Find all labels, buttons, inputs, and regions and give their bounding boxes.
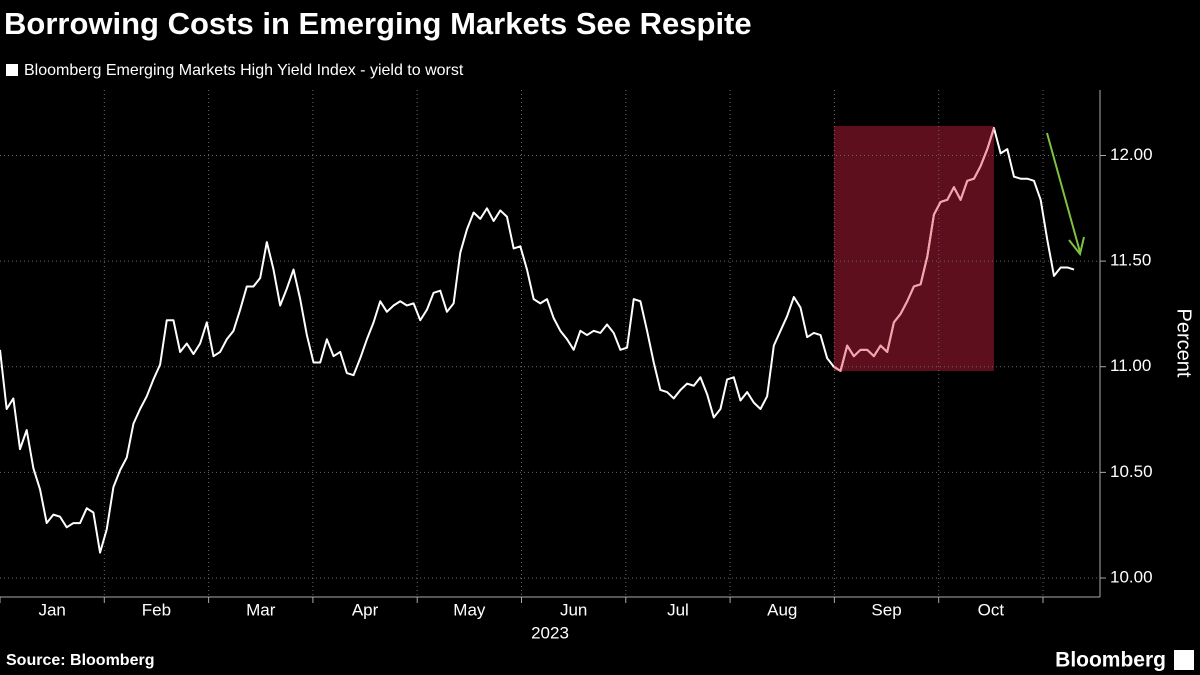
y-tick-label: 10.00 (1110, 567, 1153, 586)
highlight-box (833, 125, 994, 371)
highlight-line (833, 127, 995, 372)
legend-swatch (6, 64, 18, 76)
x-tick-label: Aug (767, 600, 797, 619)
x-tick-label: Jan (38, 600, 65, 619)
chart-title: Borrowing Costs in Emerging Markets See … (4, 6, 752, 41)
y-tick-label: 11.00 (1110, 356, 1151, 375)
x-tick-label: Oct (978, 600, 1005, 619)
x-tick-label: Sep (871, 600, 901, 619)
brand-icon (1174, 650, 1194, 670)
x-tick-label: Mar (246, 600, 276, 619)
y-axis-label: Percent (1173, 309, 1195, 378)
x-tick-label: Apr (352, 600, 379, 619)
y-tick-label: 12.00 (1110, 145, 1153, 164)
year-label: 2023 (531, 623, 569, 642)
x-tick-label: May (453, 600, 486, 619)
y-tick-label: 11.50 (1110, 251, 1151, 270)
source: Source: Bloomberg (6, 652, 154, 669)
x-tick-label: Jul (667, 600, 689, 619)
arrow (1046, 132, 1085, 257)
y-tick-label: 10.50 (1110, 462, 1153, 481)
legend-label: Bloomberg Emerging Markets High Yield In… (24, 62, 464, 79)
x-tick-label: Feb (142, 600, 171, 619)
brand: Bloomberg (1055, 649, 1166, 672)
x-tick-label: Jun (560, 600, 587, 619)
